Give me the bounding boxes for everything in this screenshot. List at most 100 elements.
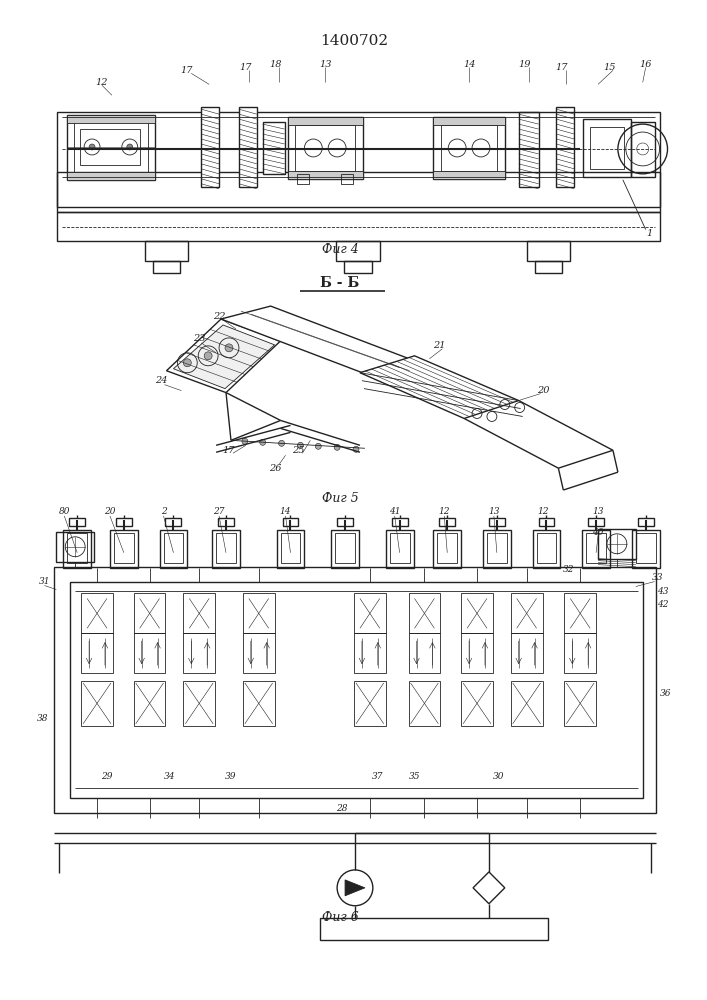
Bar	[461, 593, 493, 633]
Bar	[201, 107, 219, 187]
Bar	[598, 529, 636, 559]
Bar	[81, 633, 113, 673]
Text: 17: 17	[555, 63, 568, 72]
Bar	[116, 518, 132, 526]
Bar	[344, 261, 372, 273]
Circle shape	[242, 438, 248, 444]
Text: 1: 1	[646, 229, 653, 238]
Bar	[337, 518, 353, 526]
Bar	[439, 518, 455, 526]
Text: 20: 20	[537, 386, 550, 395]
Bar	[341, 174, 353, 184]
Text: 40: 40	[592, 528, 604, 537]
Bar	[556, 107, 574, 187]
Bar	[564, 681, 596, 726]
Text: 12: 12	[438, 507, 450, 516]
Bar	[586, 533, 606, 563]
Text: 36: 36	[660, 689, 671, 698]
Bar	[212, 530, 240, 568]
Text: 23: 23	[193, 334, 206, 343]
Bar	[537, 533, 556, 563]
Bar	[183, 633, 215, 673]
Bar	[354, 681, 386, 726]
Text: Фиг 6: Фиг 6	[322, 911, 358, 924]
Text: 43: 43	[657, 587, 668, 596]
Text: 42: 42	[657, 600, 668, 609]
Bar	[441, 125, 497, 171]
Circle shape	[127, 144, 133, 150]
Bar	[583, 119, 631, 177]
Bar	[81, 593, 113, 633]
Bar	[288, 117, 363, 179]
Bar	[489, 518, 505, 526]
Text: 15: 15	[604, 63, 617, 72]
Bar	[134, 633, 165, 673]
Bar	[110, 530, 138, 568]
Bar	[134, 593, 165, 633]
Bar	[57, 172, 660, 212]
Bar	[67, 115, 155, 123]
Bar	[539, 518, 554, 526]
Bar	[288, 117, 363, 125]
Bar	[519, 112, 539, 187]
Circle shape	[183, 359, 192, 367]
Circle shape	[225, 344, 233, 352]
Bar	[57, 532, 94, 562]
Text: 31: 31	[39, 577, 50, 586]
Bar	[534, 261, 562, 273]
Text: 41: 41	[389, 507, 400, 516]
Bar	[74, 122, 148, 172]
Text: 38: 38	[37, 714, 48, 723]
Bar	[386, 530, 414, 568]
Bar	[243, 633, 274, 673]
Bar	[81, 681, 113, 726]
Bar	[216, 533, 236, 563]
Text: 16: 16	[639, 60, 652, 69]
Bar	[276, 530, 305, 568]
Bar	[183, 681, 215, 726]
Text: Фиг 5: Фиг 5	[322, 492, 358, 505]
Bar	[390, 533, 409, 563]
Bar	[638, 518, 654, 526]
Circle shape	[259, 439, 266, 445]
Text: 13: 13	[592, 507, 604, 516]
Bar	[409, 593, 440, 633]
Bar	[461, 633, 493, 673]
Bar	[218, 518, 234, 526]
Text: 1400702: 1400702	[320, 34, 388, 48]
Bar	[67, 115, 155, 180]
Bar	[243, 681, 274, 726]
Polygon shape	[345, 880, 365, 896]
Bar	[331, 530, 359, 568]
Text: 32: 32	[563, 565, 574, 574]
Bar	[183, 593, 215, 633]
Bar	[510, 681, 542, 726]
Bar	[298, 174, 310, 184]
Text: 33: 33	[652, 573, 663, 582]
Bar	[527, 241, 571, 261]
Bar	[160, 530, 187, 568]
Bar	[487, 533, 507, 563]
Text: 29: 29	[101, 772, 112, 781]
Text: 19: 19	[518, 60, 531, 69]
Bar	[69, 518, 85, 526]
Circle shape	[315, 443, 321, 449]
Circle shape	[279, 440, 284, 446]
Bar	[590, 127, 624, 169]
Bar	[409, 633, 440, 673]
Text: 17: 17	[223, 446, 235, 455]
Bar	[243, 593, 274, 633]
Bar	[134, 681, 165, 726]
Bar	[631, 122, 655, 177]
Text: 37: 37	[372, 772, 384, 781]
Text: 80: 80	[59, 507, 70, 516]
Text: 14: 14	[463, 60, 475, 69]
Bar	[510, 593, 542, 633]
Bar	[57, 112, 660, 207]
Polygon shape	[173, 325, 274, 389]
Bar	[632, 530, 660, 568]
Circle shape	[298, 442, 303, 448]
Bar	[165, 518, 182, 526]
Circle shape	[353, 446, 359, 452]
Bar	[70, 582, 643, 798]
